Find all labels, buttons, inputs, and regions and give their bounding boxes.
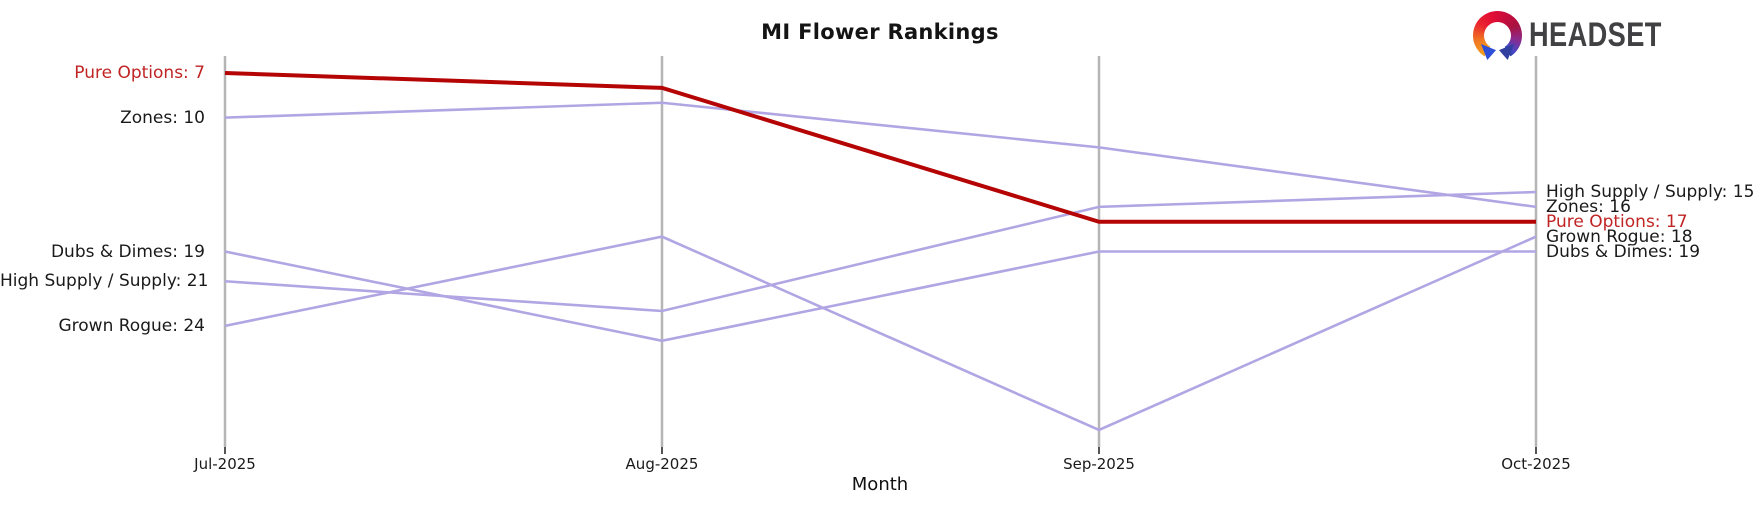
left-label-pure-options: Pure Options: 7 xyxy=(74,63,205,83)
tick-label-sep-2025: Sep-2025 xyxy=(1063,455,1135,473)
tick-label-aug-2025: Aug-2025 xyxy=(625,455,699,473)
right-label-zones: Zones: 16 xyxy=(1546,196,1631,217)
right-label-pure-options: Pure Options: 17 xyxy=(1546,211,1688,232)
series-line-zones xyxy=(224,101,1537,209)
series-line-grown-rogue xyxy=(224,235,1537,432)
tick-label-jul-2025: Jul-2025 xyxy=(194,455,256,473)
right-label-high-supply: High Supply / Supply: 15 xyxy=(1546,182,1755,202)
headset-logo-text: HEADSET xyxy=(1529,16,1662,54)
chart-title: MI Flower Rankings xyxy=(761,20,999,44)
left-label-grown-rogue: Grown Rogue: 24 xyxy=(58,315,205,336)
x-axis-title: Month xyxy=(851,474,909,495)
left-label-high-supply: High Supply / Supply: 21 xyxy=(0,271,209,292)
left-label-dubs-and-dimes: Dubs & Dimes: 19 xyxy=(50,241,205,262)
series-line-pure-options xyxy=(224,71,1536,224)
left-label-zones: Zones: 10 xyxy=(120,107,205,128)
right-label-dubs-and-dimes: Dubs & Dimes: 19 xyxy=(1546,241,1701,262)
series-line-high-supply-supply xyxy=(224,190,1537,313)
headset-hexagon-icon xyxy=(1473,11,1522,60)
right-label-grown-rogue: Grown Rogue: 18 xyxy=(1546,226,1693,247)
series-line-dubs-dimes xyxy=(224,250,1536,343)
headset-logo: HEADSET xyxy=(1473,11,1695,60)
tick-label-oct-2025: Oct-2025 xyxy=(1501,455,1571,473)
